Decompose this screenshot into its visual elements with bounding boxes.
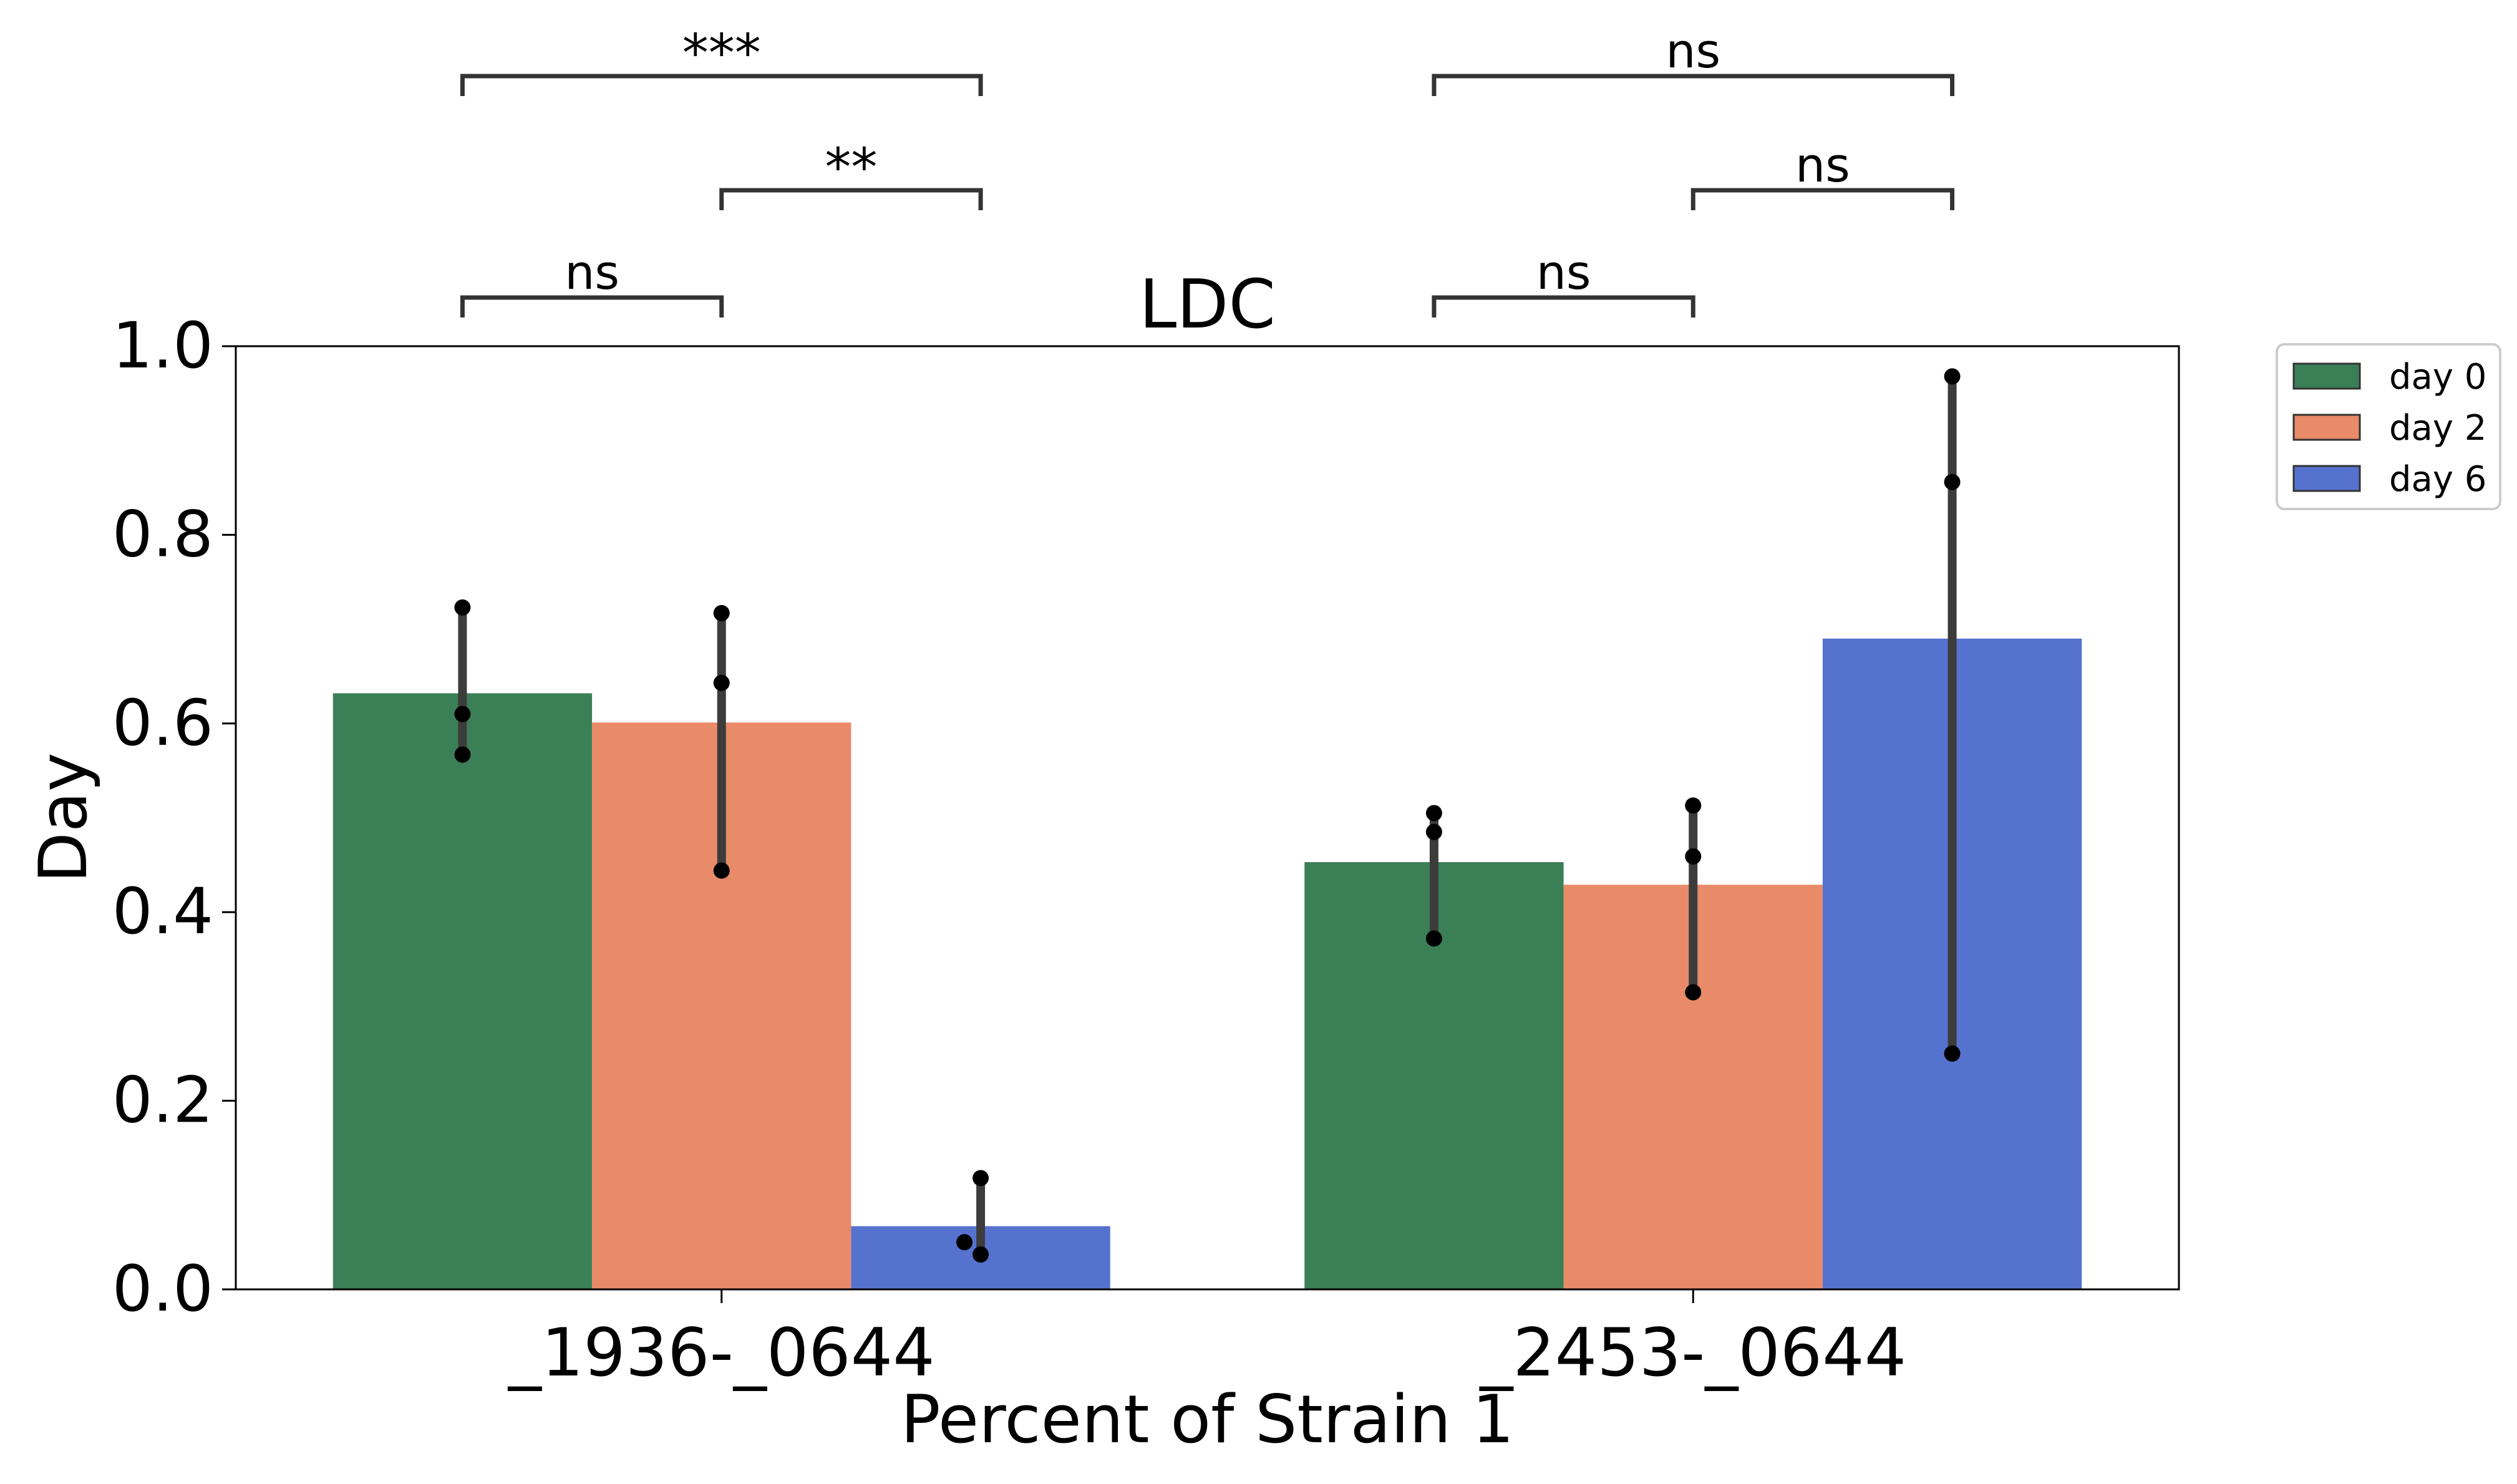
x-tick-label: _1936-_0644 bbox=[507, 1314, 935, 1391]
data-point bbox=[1425, 930, 1442, 947]
y-axis-label: Day bbox=[25, 752, 102, 883]
significance-label: ns bbox=[1795, 137, 1850, 193]
data-point bbox=[1685, 797, 1702, 814]
data-point bbox=[972, 1246, 989, 1263]
significance-label: ns bbox=[1666, 23, 1720, 79]
y-tick-label: 0.6 bbox=[112, 686, 213, 760]
significance-bracket bbox=[1432, 295, 1695, 318]
legend-label: day 0 bbox=[2389, 357, 2486, 397]
bars-layer bbox=[332, 638, 2082, 1289]
y-tick-label: 0.4 bbox=[112, 875, 213, 949]
data-point bbox=[1685, 984, 1702, 1001]
legend-label: day 6 bbox=[2389, 459, 2486, 500]
y-tick-label: 0.8 bbox=[112, 497, 213, 571]
data-point bbox=[1944, 1045, 1961, 1062]
x-axis-label: Percent of Strain 1 bbox=[901, 1381, 1515, 1458]
x-axis: _1936-_0644 _2453-_0644 bbox=[507, 1289, 1906, 1391]
x-tick-label: _2453-_0644 bbox=[1478, 1314, 1906, 1391]
data-point bbox=[1944, 473, 1961, 490]
significance-bracket bbox=[1432, 74, 1955, 96]
legend-swatch bbox=[2292, 465, 2361, 492]
significance-bracket bbox=[719, 188, 983, 210]
data-point bbox=[1425, 823, 1442, 840]
significance-bracket bbox=[460, 74, 983, 96]
data-point bbox=[972, 1170, 989, 1186]
y-tick-label: 0.0 bbox=[112, 1252, 213, 1326]
data-point bbox=[956, 1234, 973, 1251]
y-tick-label: 0.2 bbox=[112, 1064, 213, 1138]
y-tick-label: 1.0 bbox=[112, 309, 213, 383]
data-point bbox=[454, 599, 471, 616]
legend: day 0 day 2 day 6 bbox=[2276, 343, 2501, 510]
significance-label: ns bbox=[565, 245, 619, 300]
data-point bbox=[1685, 848, 1702, 865]
data-point bbox=[713, 674, 730, 691]
points-layer bbox=[454, 368, 1961, 1263]
plot-frame bbox=[235, 345, 2180, 1291]
y-axis: 0.0 0.2 0.4 0.6 0.8 1.0 bbox=[112, 309, 236, 1326]
significance-bracket bbox=[1690, 188, 1955, 210]
significance-label: *** bbox=[682, 22, 761, 84]
significance-label: ns bbox=[1536, 245, 1591, 300]
legend-swatch bbox=[2292, 362, 2361, 390]
significance-bracket bbox=[460, 295, 724, 318]
chart-title: LDC bbox=[1139, 266, 1276, 344]
data-point bbox=[454, 706, 471, 722]
legend-label: day 2 bbox=[2389, 408, 2486, 449]
data-point bbox=[713, 604, 730, 621]
data-point bbox=[1944, 368, 1961, 385]
legend-swatch bbox=[2292, 414, 2361, 441]
data-point bbox=[454, 746, 471, 763]
bar bbox=[332, 693, 593, 1289]
data-point bbox=[1425, 805, 1442, 822]
significance-label: ** bbox=[825, 137, 877, 198]
data-point bbox=[713, 862, 730, 879]
